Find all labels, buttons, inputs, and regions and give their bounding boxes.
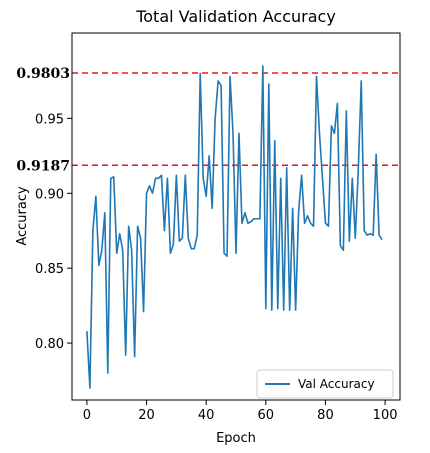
x-axis-label: Epoch xyxy=(216,431,256,446)
chart-title: Total Validation Accuracy xyxy=(135,7,336,26)
x-tick-label: 60 xyxy=(258,408,275,423)
reference-line-label: 0.9187 xyxy=(16,158,70,174)
legend-label: Val Accuracy xyxy=(298,377,375,391)
x-tick-label: 20 xyxy=(138,408,155,423)
plot-frame xyxy=(71,32,401,401)
series-line xyxy=(86,65,383,389)
y-tick-label: 0.85 xyxy=(35,262,64,277)
x-tick-label: 80 xyxy=(317,408,334,423)
reference-line-label: 0.9803 xyxy=(16,66,70,82)
y-tick-label: 0.95 xyxy=(35,112,64,127)
x-axis: 0 20 40 60 80 100 xyxy=(83,400,398,423)
y-tick-label: 0.90 xyxy=(35,187,64,202)
x-tick-label: 0 xyxy=(83,408,91,423)
y-axis-label: Accuracy xyxy=(15,186,30,246)
y-axis: 0.80 0.85 0.90 0.95 xyxy=(35,112,72,352)
series-layer xyxy=(86,65,383,389)
x-tick-label: 40 xyxy=(198,408,215,423)
y-tick-label: 0.80 xyxy=(35,337,64,352)
reference-lines: 0.9803 0.9187 xyxy=(16,66,400,174)
legend-box xyxy=(256,369,394,399)
x-tick-label: 100 xyxy=(373,408,398,423)
legend: Val Accuracy xyxy=(256,369,394,399)
